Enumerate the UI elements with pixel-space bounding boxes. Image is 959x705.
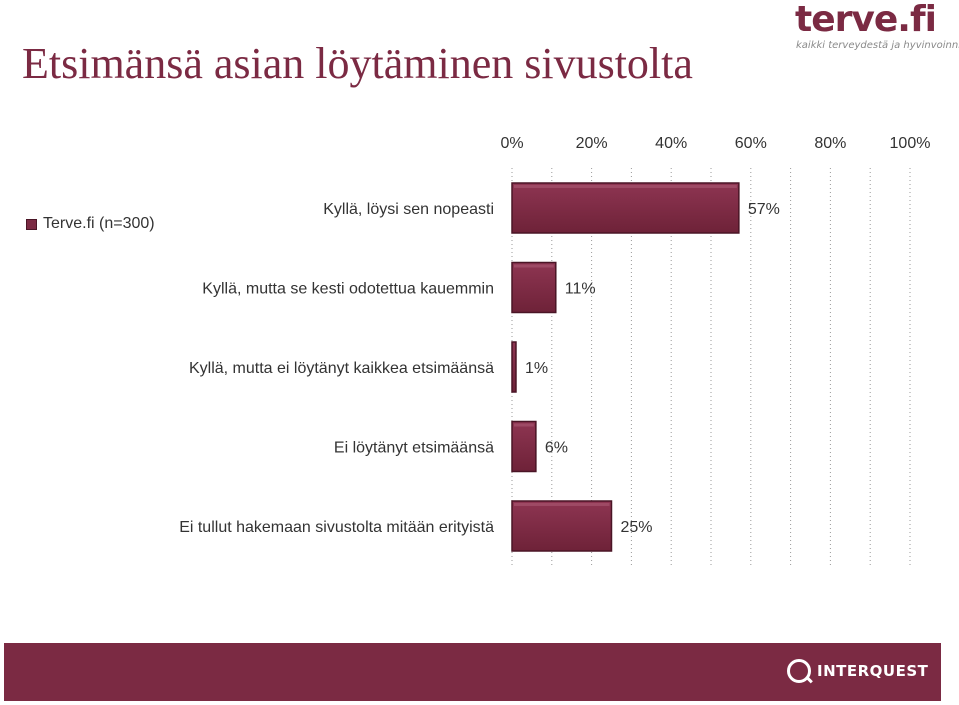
value-label: 6% [545,440,568,457]
category-label: Kyllä, mutta se kesti odotettua kauemmin [202,281,494,298]
x-tick-label: 100% [890,135,931,152]
bar [511,261,557,314]
x-tick-label: 40% [655,135,687,152]
value-label: 57% [748,201,780,218]
bar [511,420,537,473]
footer-bar [4,643,941,701]
chart-legend: Terve.fi (n=300) [26,215,155,233]
interquest-q-icon [787,659,811,683]
x-tick-label: 0% [500,135,523,152]
bar-chart: 0% 20% 40% 60% 80% 100% Kyllä, löysi sen nopea… [179,135,931,565]
legend-swatch [26,218,37,230]
bar [511,500,613,552]
category-label: Kyllä, mutta ei löytänyt kaikkea etsimää… [189,360,494,377]
page-title: Etsimänsä asian löytäminen sivustolta [22,39,693,88]
bar-highlight [514,423,534,427]
x-tick-label: 60% [735,135,767,152]
bar [511,182,740,234]
logo-tagline: kaikki terveydestä ja hyvinvoinnista. [796,40,959,51]
legend-label: Terve.fi (n=300) [43,215,155,232]
value-label: 1% [525,360,548,377]
category-label: Ei tullut hakemaan sivustolta mitään eri… [179,519,494,536]
bar-highlight [514,185,737,188]
bar-highlight [514,264,554,268]
category-label: Kyllä, löysi sen nopeasti [323,201,494,218]
value-label: 25% [621,519,653,536]
x-tick-label: 80% [814,135,846,152]
terve-fi-logo: terve.fi kaikki terveydestä ja hyvinvoin… [795,0,959,52]
bar-highlight [514,503,610,506]
bar [511,341,517,393]
interquest-wordmark: INTERQUEST [817,662,929,680]
category-label: Ei löytänyt etsimäänsä [334,440,494,457]
x-tick-label: 20% [576,135,608,152]
interquest-logo: INTERQUEST [787,659,928,683]
value-label: 11% [565,281,596,298]
logo-wordmark: terve.fi [795,0,937,40]
